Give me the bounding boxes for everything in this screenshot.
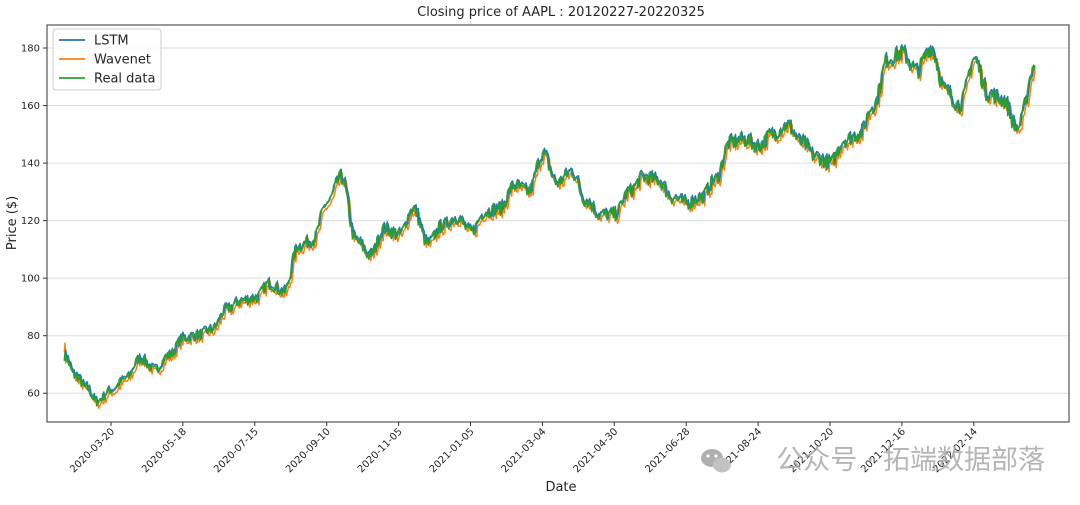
y-tick-label: 80 [27, 331, 40, 342]
series-group [63, 44, 1036, 409]
y-tick-label: 140 [21, 159, 40, 170]
x-axis-label: Date [545, 480, 576, 495]
legend-box [52, 28, 162, 91]
plot-frame [46, 24, 1070, 423]
y-ticks: 60 80 100 120 140 160 180 [21, 44, 47, 400]
series-line-real-data [63, 45, 1036, 407]
y-axis-label: Price ($) [5, 196, 20, 250]
y-tick-label: 180 [21, 44, 40, 55]
legend-label: Real data [94, 72, 155, 87]
chart-title: Closing price of AAPL : 20120227-2022032… [417, 5, 705, 20]
legend: LSTM Wavenet Real data [52, 28, 162, 91]
watermark-text: 公众号 · 拓端数据部落 [776, 445, 1045, 476]
y-tick-label: 120 [21, 216, 40, 227]
y-tick-label: 60 [27, 389, 40, 400]
wechat-icon [701, 449, 731, 473]
series-line-wavenet [63, 48, 1036, 409]
y-tick-label: 100 [21, 274, 40, 285]
y-tick-label: 160 [21, 101, 40, 112]
grid-lines [47, 47, 1069, 394]
legend-label: LSTM [94, 34, 129, 49]
legend-label: Wavenet [94, 53, 151, 68]
